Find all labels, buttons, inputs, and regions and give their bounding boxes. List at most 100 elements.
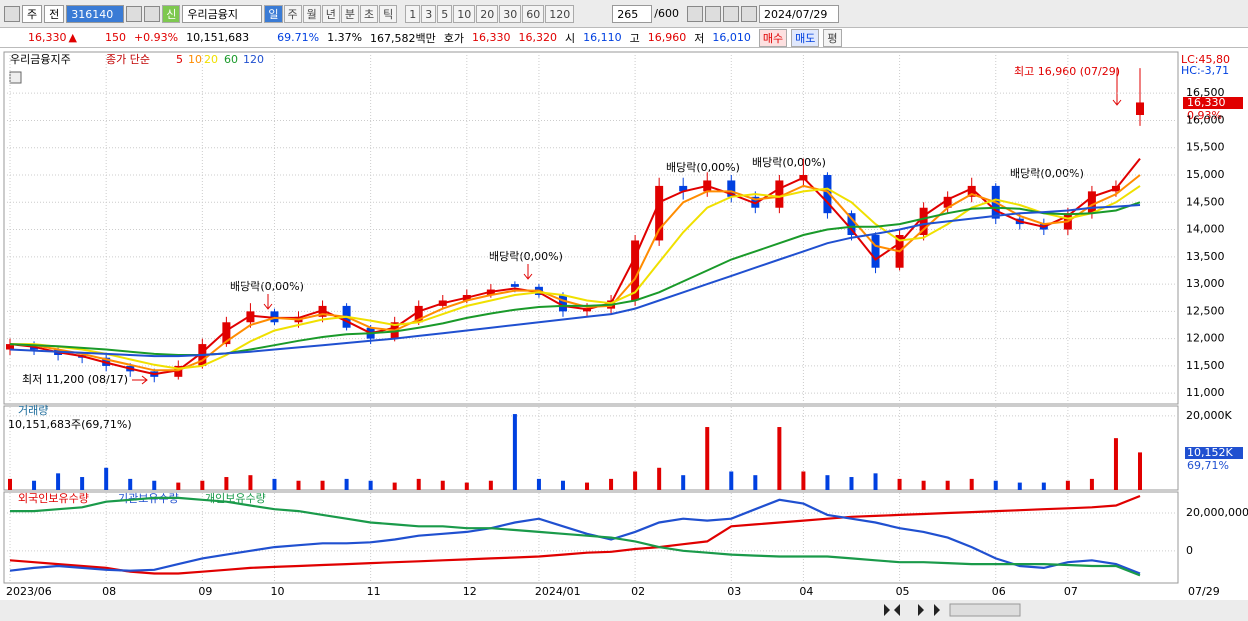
- tool[interactable]: [722, 5, 739, 22]
- series-line: [9, 498, 1141, 575]
- code[interactable]: 316140: [66, 4, 125, 23]
- interval-button[interactable]: 60: [522, 4, 545, 23]
- count[interactable]: 265: [612, 4, 653, 23]
- volume-bar: [464, 482, 469, 490]
- y-tick-label: 16,500: [1186, 86, 1225, 99]
- high-label: 고: [629, 31, 640, 45]
- x-tick-label: 2023/06: [6, 585, 52, 598]
- interval-button[interactable]: 1: [405, 4, 421, 23]
- panel-icon[interactable]: [9, 71, 22, 84]
- volume-bar: [873, 473, 878, 490]
- x-tick-label: 10: [270, 585, 284, 598]
- annotation-dividend: 배당락(0,00%): [1010, 167, 1084, 180]
- volume-bar: [969, 478, 974, 490]
- x-tick-label: 2024/01: [535, 585, 581, 598]
- volume-tag: [1185, 447, 1243, 459]
- period-button[interactable]: 분: [340, 4, 359, 23]
- volume-bar: [320, 480, 325, 490]
- volume-bar: [825, 475, 830, 490]
- period-button[interactable]: 년: [321, 4, 340, 23]
- volume-bar: [993, 480, 998, 490]
- period-button[interactable]: 월: [302, 4, 321, 23]
- x-tick-label: 08: [102, 585, 116, 598]
- market[interactable]: 주: [22, 4, 43, 23]
- type[interactable]: 전: [44, 4, 65, 23]
- candle-body: [655, 185, 664, 241]
- scroll-thumb[interactable]: [949, 603, 1021, 617]
- volume-bar: [368, 480, 373, 490]
- volume-bar: [128, 478, 133, 490]
- icon[interactable]: [4, 5, 20, 22]
- interval-button[interactable]: 10: [453, 4, 476, 23]
- volume-bar: [344, 478, 349, 490]
- ask-label: 호가: [443, 31, 465, 45]
- interval-button[interactable]: 20: [476, 4, 499, 23]
- interval-button[interactable]: 5: [437, 4, 453, 23]
- volume-bar: [80, 477, 85, 490]
- volume-bar: [1041, 482, 1046, 490]
- volume-tag-text: 10,152K: [1187, 446, 1233, 459]
- tool[interactable]: [740, 5, 757, 22]
- credit[interactable]: 신: [162, 4, 181, 23]
- volume-bar: [657, 467, 662, 490]
- low: 16,010: [712, 31, 751, 44]
- candle-body: [222, 322, 231, 345]
- legend-entry: 외국인보유수량: [18, 492, 89, 505]
- arrow: [132, 68, 1122, 385]
- high: 16,960: [647, 31, 687, 44]
- amount: 167,582백만: [370, 31, 436, 45]
- volume-title: 거래량: [18, 404, 48, 417]
- period-button[interactable]: 초: [360, 4, 379, 23]
- date[interactable]: 2024/07/29: [758, 4, 839, 23]
- volume-bar: [416, 478, 421, 490]
- price-tag-text: 16,330: [1187, 96, 1226, 109]
- x-tick-label: 11: [367, 585, 381, 598]
- tool[interactable]: [704, 5, 721, 22]
- candle-body: [727, 180, 736, 197]
- period-button[interactable]: 주: [283, 4, 302, 23]
- background: [0, 48, 1248, 621]
- volume: 10,151,683: [186, 31, 250, 44]
- chart: 5 10 20 60 120 우리금융지주 종가 단순 최고 16,960 (07/29…: [0, 48, 1248, 621]
- candle-body: [943, 196, 952, 208]
- y-tick-label: 14,000: [1186, 223, 1225, 236]
- volume-ratio: 69.71%: [277, 31, 320, 44]
- volume-bar: [921, 480, 926, 490]
- open: 16,110: [583, 31, 622, 44]
- volume-bar: [392, 482, 397, 490]
- volume-bar: [152, 480, 157, 490]
- price: 16,330: [28, 31, 67, 44]
- interval-button[interactable]: 3: [421, 4, 437, 23]
- scroll-buttons[interactable]: [884, 604, 940, 616]
- buy-button[interactable]: 매수: [758, 28, 788, 47]
- candle-body: [6, 344, 14, 350]
- volume-bar: [440, 480, 445, 490]
- volume-bar: [1017, 482, 1022, 490]
- scrollbar[interactable]: [0, 600, 1248, 621]
- candle-body: [414, 305, 423, 323]
- quote-bar: 16,330 ▲ 150 +0.93% 10,151,683 69.71% 1.…: [0, 28, 1248, 48]
- sell-button[interactable]: 매도: [791, 28, 820, 47]
- volume-bar: [1065, 480, 1070, 490]
- volume-bar: [849, 477, 854, 490]
- tool[interactable]: [686, 5, 703, 22]
- search[interactable]: [126, 5, 143, 22]
- sound[interactable]: [144, 5, 161, 22]
- period-button[interactable]: 틱: [379, 4, 398, 23]
- turnover: 1.37%: [327, 31, 363, 44]
- volume-bar: [729, 471, 734, 490]
- annotation-dividend: 배당락(0,00%): [489, 250, 563, 263]
- volume-bar: [224, 477, 229, 490]
- candle-body: [558, 295, 567, 312]
- interval-button[interactable]: 30: [499, 4, 522, 23]
- period-button[interactable]: 일: [264, 4, 283, 23]
- volume-panel: [3, 405, 1179, 491]
- change: 150: [104, 31, 126, 44]
- x-tick-label: 02: [631, 585, 645, 598]
- volume-bar: [897, 478, 902, 490]
- interval-button[interactable]: 120: [545, 4, 575, 23]
- volume-bar: [609, 478, 614, 490]
- avg-button[interactable]: 평: [823, 28, 842, 47]
- subtitle: 종가 단순: [106, 53, 150, 66]
- candle-body: [919, 207, 928, 235]
